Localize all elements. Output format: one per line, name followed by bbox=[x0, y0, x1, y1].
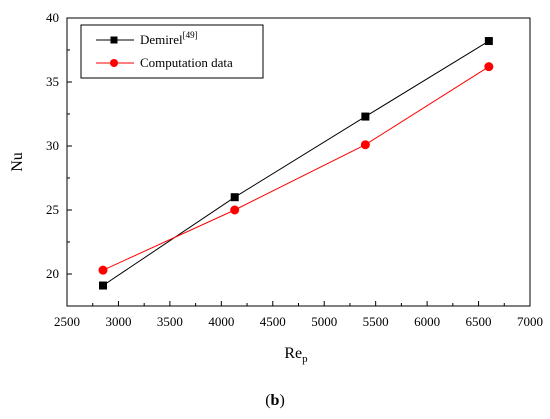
y-axis-ticks: 20 25 30 35 40 bbox=[46, 10, 72, 307]
legend-marker-computation bbox=[110, 59, 118, 67]
series-0-point bbox=[230, 193, 239, 202]
y-tick-label: 35 bbox=[46, 74, 59, 89]
y-tick-label: 30 bbox=[46, 138, 59, 153]
x-tick-label: 3000 bbox=[105, 314, 131, 329]
figure-caption-letter: b bbox=[271, 392, 280, 409]
series-0-point bbox=[484, 37, 493, 46]
y-tick-label: 40 bbox=[46, 10, 59, 25]
x-tick-label: 4000 bbox=[208, 314, 234, 329]
x-tick-label: 3500 bbox=[157, 314, 183, 329]
x-axis-label: Rep bbox=[284, 345, 308, 365]
series-line-1 bbox=[102, 66, 490, 271]
x-tick-label: 5500 bbox=[363, 314, 389, 329]
x-axis-ticks: 2500 3000 3500 4000 4500 5000 5500 6000 6500 7000 bbox=[54, 301, 543, 329]
y-axis-label: Nu bbox=[9, 152, 26, 172]
x-tick-label: 6000 bbox=[414, 314, 440, 329]
x-axis-label-subscript: p bbox=[302, 353, 308, 365]
series-1-point bbox=[230, 205, 240, 215]
legend-label-demirel-superscript: [49] bbox=[183, 30, 198, 40]
x-tick-label: 7000 bbox=[517, 314, 543, 329]
x-tick-label: 4500 bbox=[260, 314, 286, 329]
legend-marker-demirel bbox=[110, 36, 118, 44]
x-tick-label: 2500 bbox=[54, 314, 80, 329]
y-tick-label: 20 bbox=[46, 266, 59, 281]
series-1-point bbox=[98, 265, 108, 275]
series-0-point bbox=[99, 281, 108, 290]
legend: Demirel[49] Computation data bbox=[80, 24, 264, 79]
y-tick-label: 25 bbox=[46, 202, 59, 217]
legend-box bbox=[80, 24, 264, 79]
series-0-point bbox=[361, 112, 370, 121]
series-1-point bbox=[484, 62, 494, 72]
series-line-0 bbox=[102, 40, 490, 286]
legend-label-computation: Computation data bbox=[140, 55, 233, 70]
series-layer bbox=[98, 37, 494, 290]
legend-label-demirel: Demirel[49] bbox=[140, 30, 198, 47]
x-tick-label: 5000 bbox=[311, 314, 337, 329]
x-tick-label: 6500 bbox=[466, 314, 492, 329]
series-1-point bbox=[360, 140, 370, 150]
figure-caption: (b) bbox=[265, 392, 285, 409]
